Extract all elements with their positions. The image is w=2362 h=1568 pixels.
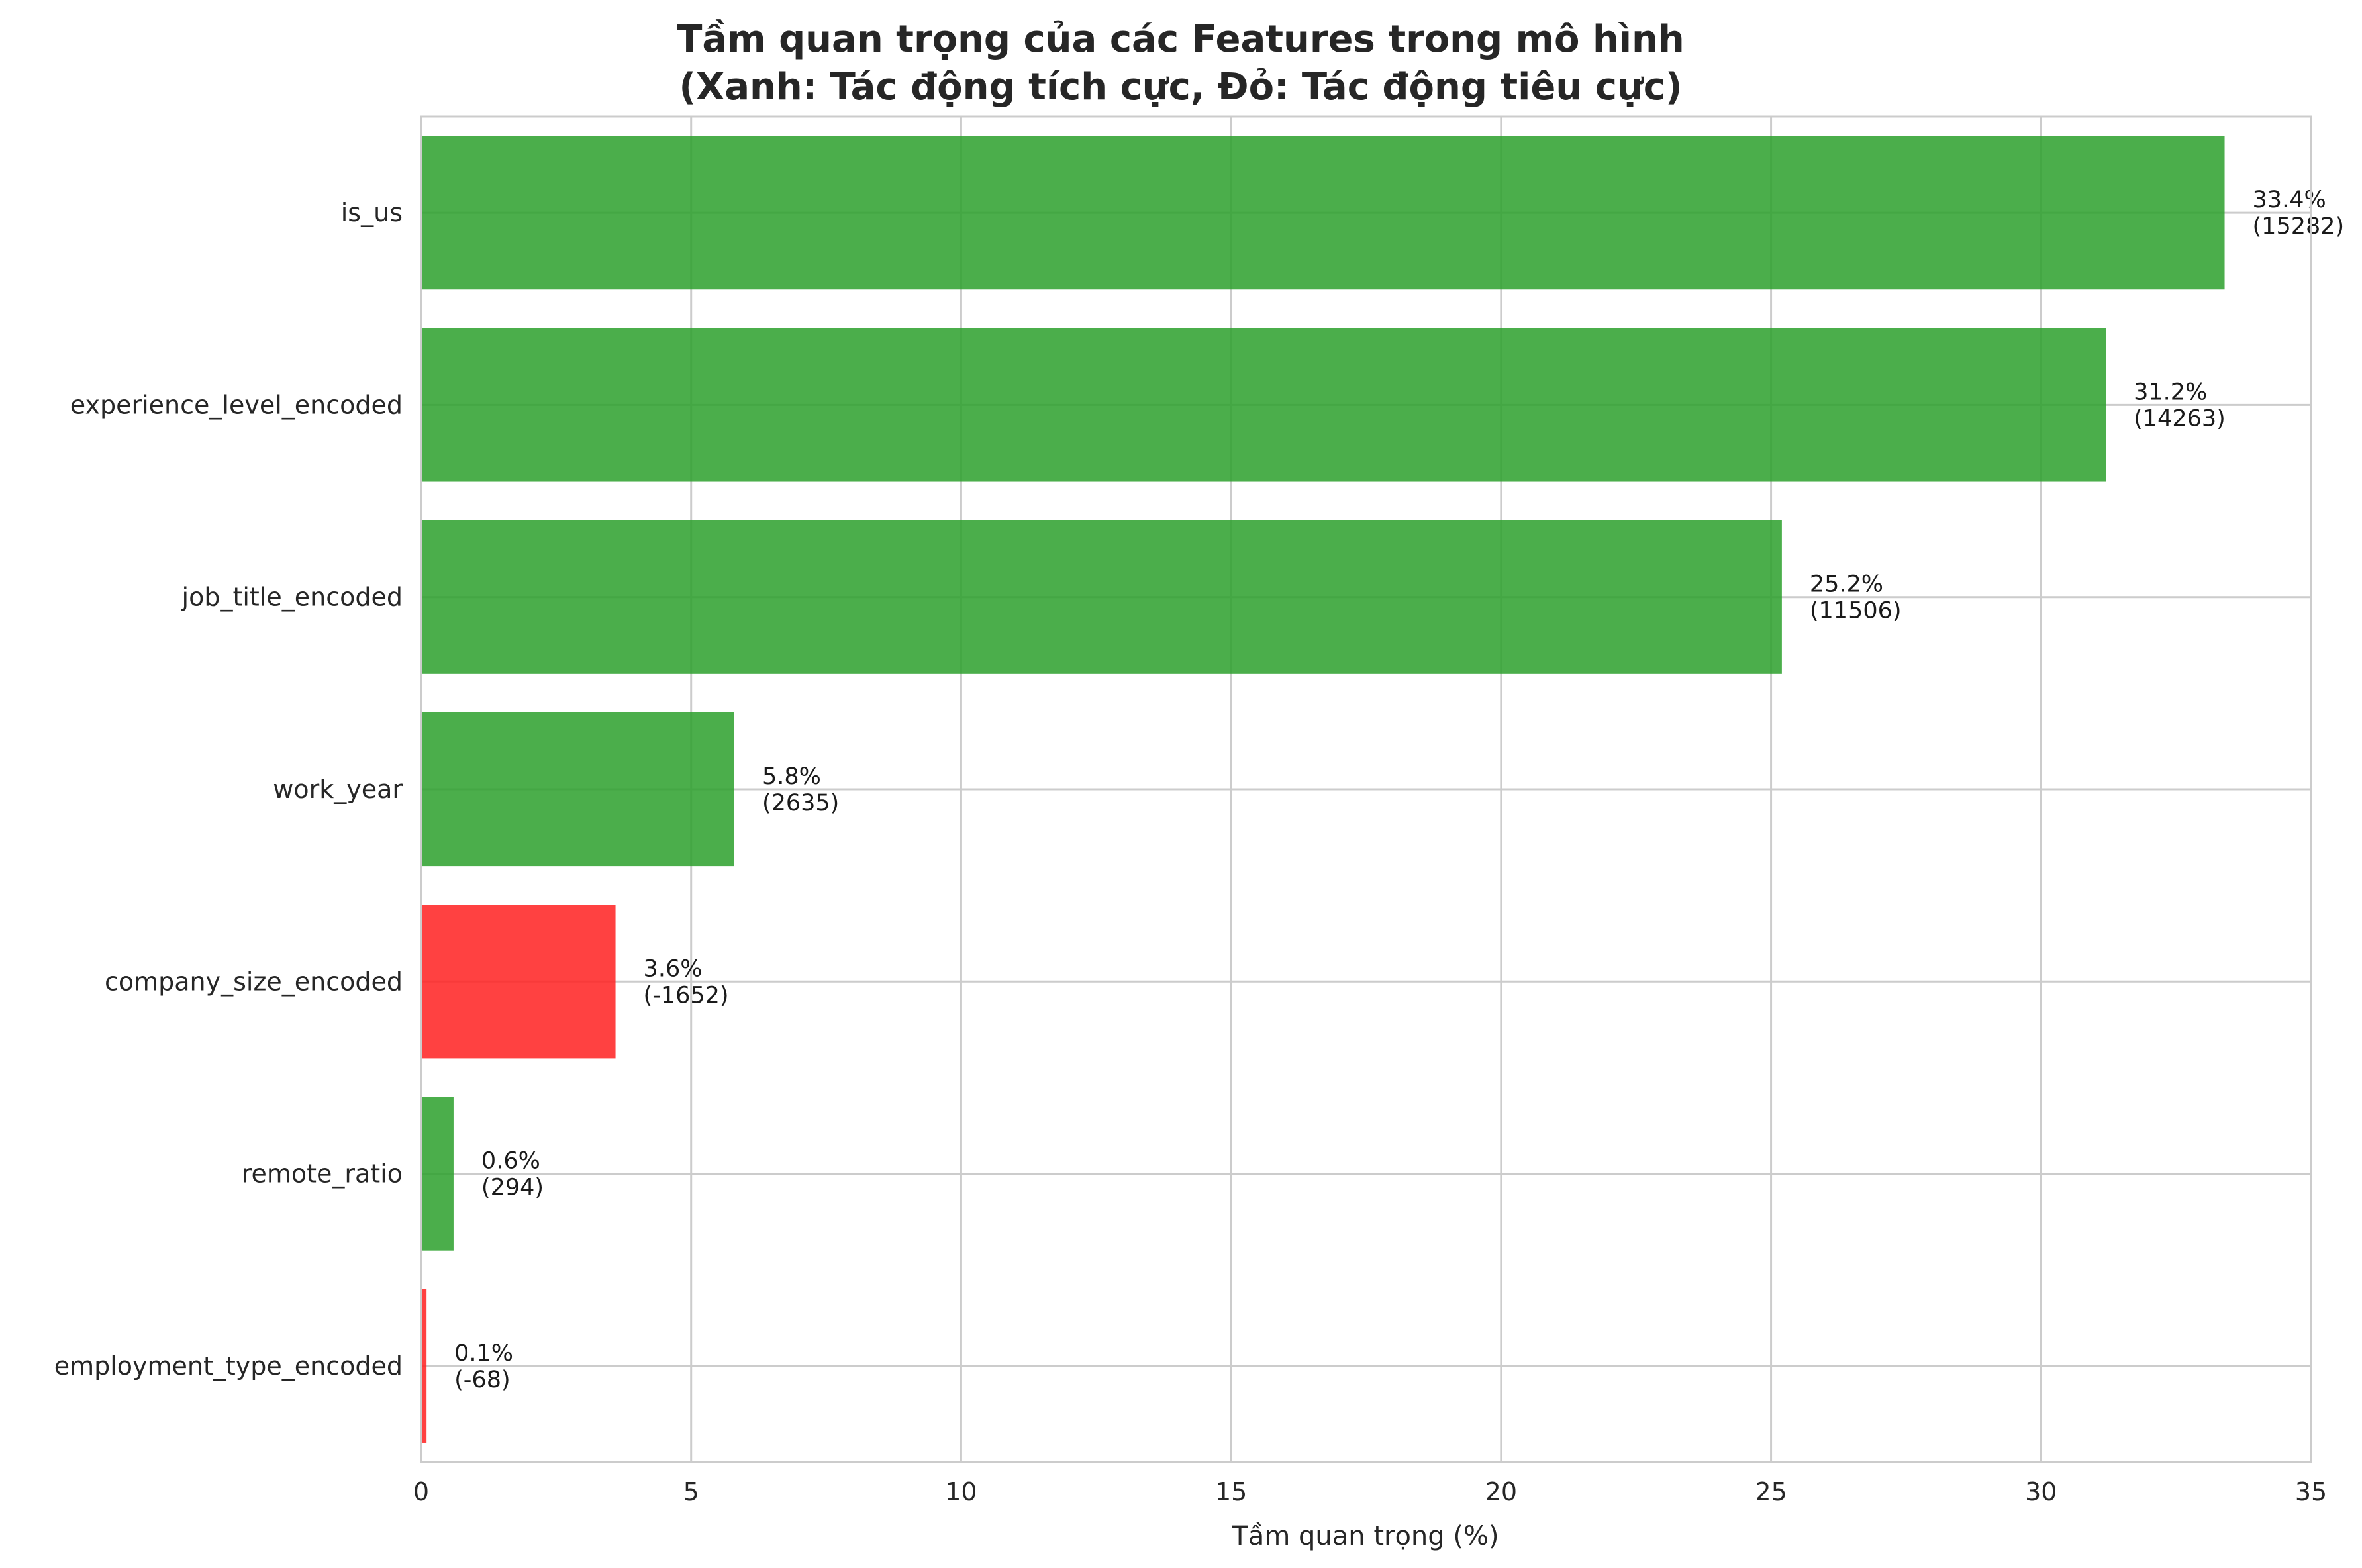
y-tick-label-job_title_encoded: job_title_encoded	[181, 583, 403, 612]
data-label-pct-company_size_encoded: 3.6%	[644, 956, 703, 982]
x-axis-label: Tầm quan trọng (%)	[1231, 1521, 1499, 1551]
y-tick-label-work_year: work_year	[273, 775, 403, 804]
chart-title-line1: Tầm quan trọng của các Features trong mô…	[677, 18, 1685, 61]
y-tick-label-employment_type_encoded: employment_type_encoded	[54, 1351, 403, 1381]
y-tick-label-is_us: is_us	[341, 198, 403, 227]
y-tick-label-experience_level_encoded: experience_level_encoded	[70, 390, 403, 419]
bar-experience_level_encoded	[421, 328, 2106, 482]
data-label-coef-work_year: (2635)	[762, 790, 839, 816]
x-tick-label-6: 30	[2025, 1477, 2057, 1506]
x-tick-label-1: 5	[683, 1477, 699, 1506]
x-tick-label-2: 10	[945, 1477, 977, 1506]
data-label-pct-remote_ratio: 0.6%	[481, 1148, 540, 1175]
data-label-coef-employment_type_encoded: (-68)	[454, 1367, 510, 1393]
bar-is_us	[421, 136, 2225, 290]
x-tick-label-4: 20	[1485, 1477, 1517, 1506]
y-tick-label-company_size_encoded: company_size_encoded	[105, 967, 403, 996]
data-label-pct-experience_level_encoded: 31.2%	[2134, 379, 2207, 405]
bar-company_size_encoded	[421, 905, 616, 1059]
bar-employment_type_encoded	[421, 1289, 427, 1443]
bar-remote_ratio	[421, 1097, 454, 1251]
data-label-coef-remote_ratio: (294)	[481, 1175, 544, 1201]
data-label-pct-is_us: 33.4%	[2253, 187, 2326, 213]
data-label-coef-job_title_encoded: (11506)	[1810, 598, 1902, 624]
y-tick-label-remote_ratio: remote_ratio	[242, 1159, 403, 1189]
x-tick-labels: 0 5 10 15 20 25 30 35	[413, 1477, 2327, 1506]
chart-title-line2: (Xanh: Tác động tích cực, Đỏ: Tác động t…	[679, 66, 1682, 109]
bar-work_year	[421, 712, 734, 867]
x-tick-label-3: 15	[1215, 1477, 1247, 1506]
x-tick-label-0: 0	[413, 1477, 429, 1506]
x-tick-label-7: 35	[2295, 1477, 2327, 1506]
x-tick-label-5: 25	[1755, 1477, 1787, 1506]
data-labels: 33.4%(15282) 31.2%(14263) 25.2%(11506) 5.8%…	[454, 187, 2344, 1393]
data-label-coef-company_size_encoded: (-1652)	[644, 982, 729, 1008]
data-label-pct-work_year: 5.8%	[762, 763, 821, 790]
data-label-pct-employment_type_encoded: 0.1%	[454, 1340, 513, 1367]
plot-frame	[420, 115, 2312, 1463]
data-label-coef-is_us: (15282)	[2253, 213, 2345, 240]
bars	[421, 136, 2225, 1443]
data-label-coef-experience_level_encoded: (14263)	[2134, 405, 2226, 432]
data-label-pct-job_title_encoded: 25.2%	[1810, 571, 1883, 598]
bar-job_title_encoded	[421, 520, 1782, 674]
y-tick-labels: is_us experience_level_encoded job_title_e…	[54, 198, 403, 1381]
